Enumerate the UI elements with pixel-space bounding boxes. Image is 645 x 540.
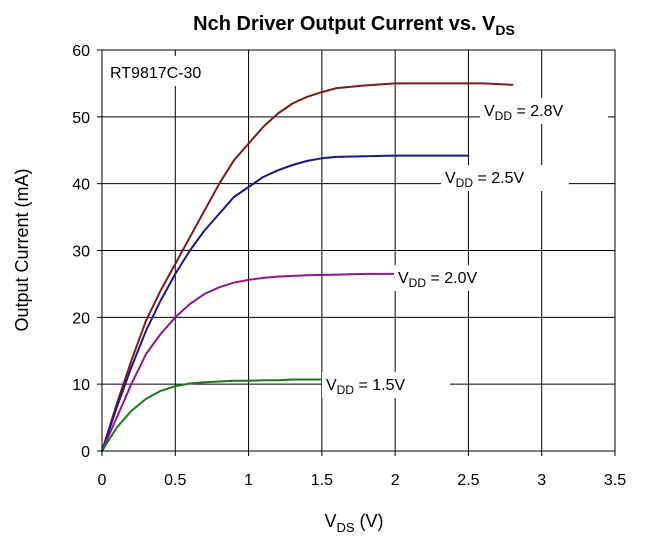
- series-line-1: [101, 154, 470, 452]
- y-tick-label: 0: [81, 444, 90, 461]
- annotation-box: [104, 56, 218, 86]
- x-tick-label: 0: [98, 472, 107, 489]
- y-tick-label: 40: [72, 177, 90, 194]
- series-label-bg: [441, 165, 569, 191]
- series-label-bg: [322, 372, 450, 398]
- series-line-0: [101, 82, 514, 452]
- device-annotation: RT9817C-30: [110, 65, 201, 82]
- x-tick-label: 1.5: [311, 472, 333, 489]
- y-tick-label: 50: [72, 110, 90, 127]
- series-label-bg: [480, 98, 608, 124]
- y-tick-label: 10: [72, 377, 90, 394]
- x-tick-label: 2: [391, 472, 400, 489]
- series-lines: [101, 82, 514, 452]
- x-tick-label: 0.5: [164, 472, 186, 489]
- series-label-3: VDD = 1.5V: [326, 377, 405, 397]
- y-tick-label: 30: [72, 244, 90, 261]
- chart-title: Nch Driver Output Current vs. VDS: [193, 13, 515, 38]
- series-line-2: [101, 272, 397, 452]
- y-axis-label: Output Current (mA): [12, 168, 32, 331]
- x-tick-label: 3: [537, 472, 546, 489]
- tick-labels: 0 0.5 1 1.5 2 2.5 3 3.5 0 10 20 30 40 50 60: [72, 43, 626, 489]
- y-tick-label: 60: [72, 43, 90, 60]
- x-tick-label: 3.5: [604, 472, 626, 489]
- series-label-1: VDD = 2.5V: [445, 170, 524, 190]
- x-tick-label: 1: [244, 472, 253, 489]
- y-tick-label: 20: [72, 310, 90, 327]
- series-label-2: VDD = 2.0V: [398, 270, 477, 290]
- series-labels: VDD = 2.8V VDD = 2.5V VDD = 2.0V VDD = 1.5V: [322, 98, 608, 398]
- series-line-3: [101, 378, 323, 452]
- x-tick-label: 2.5: [457, 472, 479, 489]
- series-label-bg: [394, 265, 522, 291]
- x-axis-label: VDS (V): [324, 511, 383, 535]
- series-label-0: VDD = 2.8V: [484, 103, 563, 123]
